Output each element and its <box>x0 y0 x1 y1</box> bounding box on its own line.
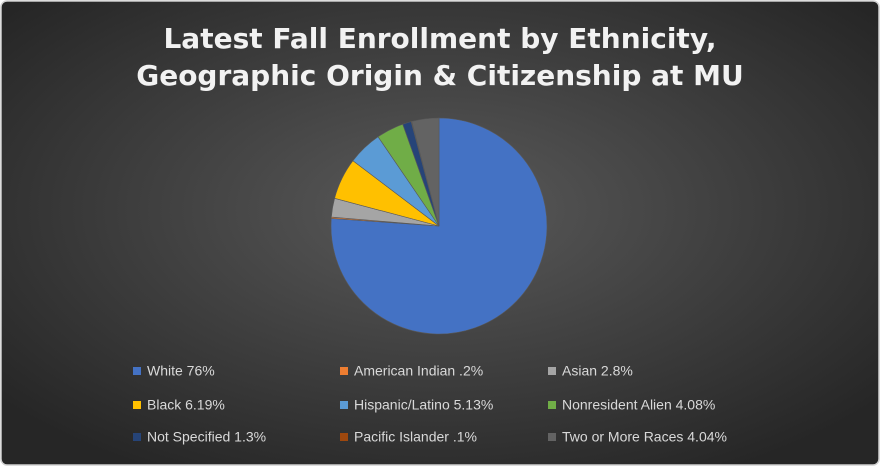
legend-marker <box>548 433 556 441</box>
legend-marker <box>548 367 556 375</box>
legend-marker <box>133 367 141 375</box>
legend-marker <box>340 433 348 441</box>
legend-label: Pacific Islander .1% <box>354 429 477 445</box>
legend-marker <box>133 401 141 409</box>
pie-slice <box>411 117 440 227</box>
legend-label: American Indian .2% <box>354 363 483 379</box>
legend-label: Asian 2.8% <box>562 363 633 379</box>
legend-marker <box>340 401 348 409</box>
legend-label: Hispanic/Latino 5.13% <box>354 397 493 413</box>
legend-label: Two or More Races 4.04% <box>562 429 727 445</box>
legend-marker <box>133 433 141 441</box>
legend-label: Black 6.19% <box>147 397 225 413</box>
legend-marker <box>340 367 348 375</box>
legend-marker <box>548 401 556 409</box>
legend-label: Nonresident Alien 4.08% <box>562 397 715 413</box>
pie-slice <box>330 117 548 335</box>
chart-title: Geographic Origin & Citizenship at MU <box>136 59 744 92</box>
legend-label: White 76% <box>147 363 215 379</box>
legend-label: Not Specified 1.3% <box>147 429 266 445</box>
chart-title: Latest Fall Enrollment by Ethnicity, <box>163 22 716 55</box>
